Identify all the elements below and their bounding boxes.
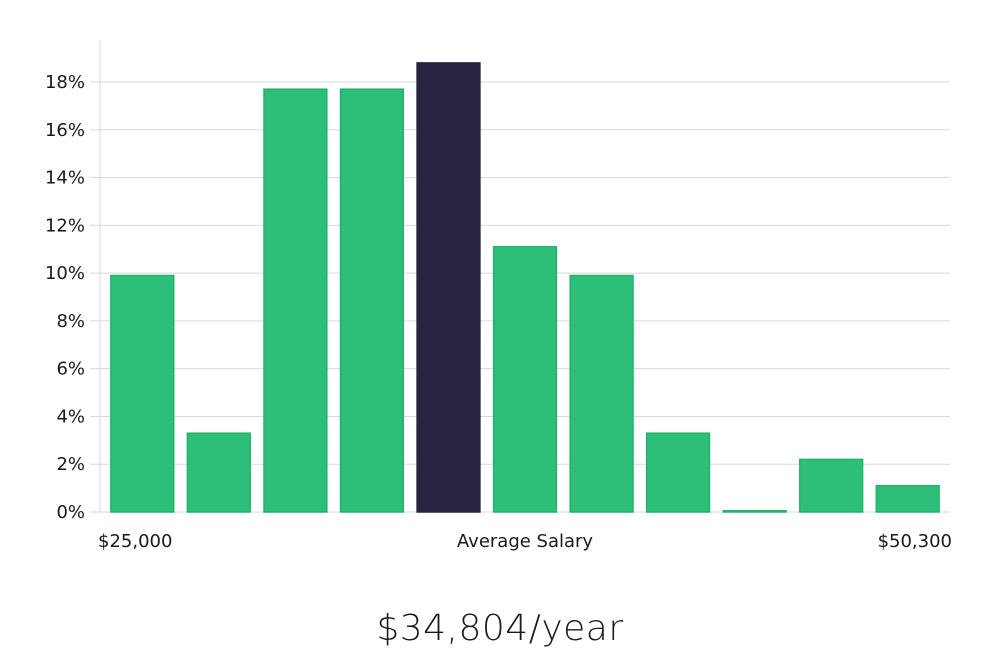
x-label-average-salary: Average Salary xyxy=(457,531,594,552)
x-axis-labels: $25,000 Average Salary $50,300 xyxy=(98,531,952,552)
bar-11 xyxy=(875,484,940,513)
y-tick-label: 0% xyxy=(56,502,85,523)
y-tick-label: 4% xyxy=(56,406,85,427)
bar-7 xyxy=(569,274,634,513)
bar-3 xyxy=(263,88,328,513)
bar-average-salary xyxy=(416,62,481,513)
bar-8 xyxy=(645,432,711,513)
bar-1 xyxy=(110,274,175,513)
y-tick-label: 8% xyxy=(56,311,85,332)
y-axis-ticks: 0% 2% 4% 6% 8% 10% 12% 14% 16% 18% xyxy=(45,72,100,523)
average-salary-headline: $34,804/year xyxy=(376,608,624,649)
y-tick-label: 14% xyxy=(45,168,85,189)
y-tick-label: 6% xyxy=(56,359,85,380)
x-label-min-salary: $25,000 xyxy=(98,531,172,552)
bar-9 xyxy=(722,510,787,513)
y-tick-label: 2% xyxy=(56,454,85,475)
bar-10 xyxy=(799,458,864,513)
y-tick-label: 18% xyxy=(45,72,85,93)
bar-2 xyxy=(186,432,251,513)
bar-6 xyxy=(492,246,558,513)
y-tick-label: 16% xyxy=(45,120,85,141)
salary-distribution-chart: 0% 2% 4% 6% 8% 10% 12% 14% 16% 18% $25,000 Average… xyxy=(45,40,952,552)
x-label-max-salary: $50,300 xyxy=(878,531,952,552)
bars xyxy=(110,62,940,513)
y-tick-label: 12% xyxy=(45,215,85,236)
y-tick-label: 10% xyxy=(45,263,85,284)
bar-4 xyxy=(339,88,405,513)
